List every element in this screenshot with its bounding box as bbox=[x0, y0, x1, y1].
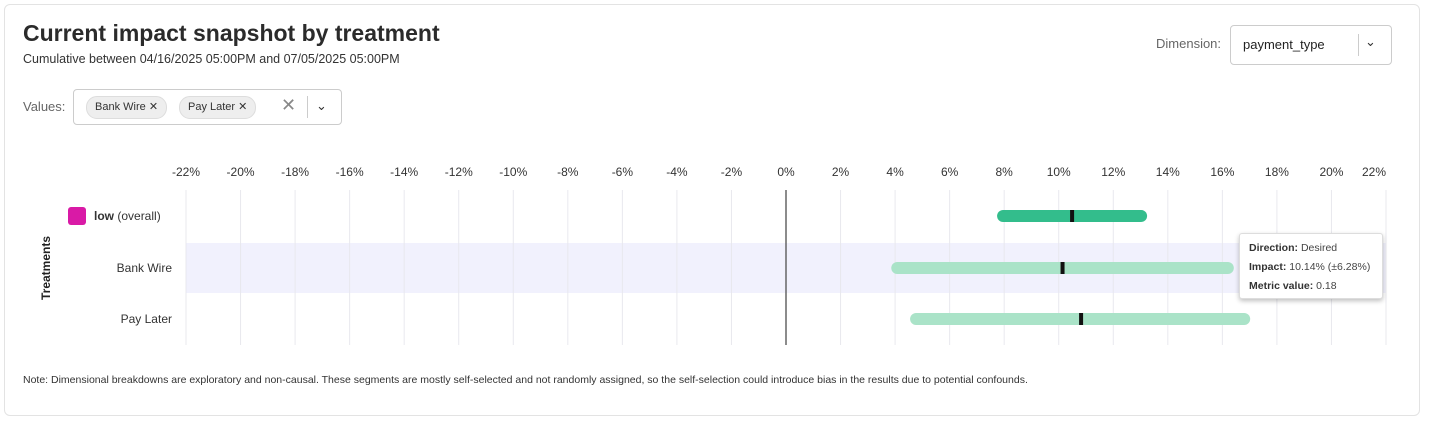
x-tick-label: 18% bbox=[1265, 165, 1289, 179]
dimension-select[interactable]: payment_type ⌄ bbox=[1230, 25, 1392, 65]
divider bbox=[307, 96, 308, 118]
chevron-down-icon[interactable]: ⌄ bbox=[1365, 34, 1376, 49]
x-tick-label: -12% bbox=[445, 165, 473, 179]
dimension-label: Dimension: bbox=[1156, 36, 1222, 51]
remove-chip-icon[interactable]: ✕ bbox=[238, 101, 248, 113]
dimension-value: payment_type bbox=[1243, 37, 1325, 52]
values-multiselect[interactable]: Bank Wire ✕ Pay Later ✕ ✕ ⌄ bbox=[73, 89, 342, 125]
x-tick-label: 6% bbox=[941, 165, 959, 179]
date-range-subtitle: Cumulative between 04/16/2025 05:00PM an… bbox=[23, 52, 400, 66]
x-tick-label: 20% bbox=[1319, 165, 1343, 179]
x-tick-label: 10% bbox=[1047, 165, 1071, 179]
divider bbox=[1358, 34, 1359, 56]
point-estimate-marker bbox=[1079, 313, 1084, 325]
x-tick-label: 4% bbox=[886, 165, 904, 179]
clear-all-icon[interactable]: ✕ bbox=[281, 95, 297, 115]
point-estimate-marker bbox=[1070, 210, 1075, 222]
point-estimate-marker bbox=[1060, 262, 1065, 274]
legend-swatch bbox=[68, 207, 86, 225]
chip-bank-wire: Bank Wire ✕ bbox=[86, 96, 168, 119]
x-tick-label: 14% bbox=[1156, 165, 1180, 179]
x-tick-label: 2% bbox=[832, 165, 850, 179]
chip-pay-later: Pay Later ✕ bbox=[179, 96, 257, 119]
x-tick-label: 16% bbox=[1210, 165, 1234, 179]
x-tick-label: -6% bbox=[612, 165, 634, 179]
disclaimer-note: Note: Dimensional breakdowns are explora… bbox=[23, 374, 1028, 386]
x-tick-label: -14% bbox=[390, 165, 418, 179]
x-tick-label: -8% bbox=[557, 165, 579, 179]
x-tick-label: 0% bbox=[777, 165, 795, 179]
row-label: low (overall) bbox=[94, 209, 161, 223]
x-tick-label: -16% bbox=[336, 165, 364, 179]
x-tick-label: 12% bbox=[1101, 165, 1125, 179]
x-tick-label: -18% bbox=[281, 165, 309, 179]
x-tick-label: -10% bbox=[499, 165, 527, 179]
values-label: Values: bbox=[23, 99, 66, 114]
x-tick-label: 8% bbox=[996, 165, 1014, 179]
row-label: Pay Later bbox=[121, 312, 172, 326]
x-tick-label: -4% bbox=[666, 165, 688, 179]
x-tick-label: -2% bbox=[721, 165, 743, 179]
page-title: Current impact snapshot by treatment bbox=[23, 20, 440, 46]
chevron-down-icon[interactable]: ⌄ bbox=[316, 98, 327, 113]
y-axis-label: Treatments bbox=[39, 236, 53, 300]
x-tick-label: 22% bbox=[1362, 165, 1386, 179]
x-tick-label: -20% bbox=[227, 165, 255, 179]
chart-card bbox=[4, 4, 1420, 416]
tooltip: Direction: Desired Impact: 10.14% (±6.28… bbox=[1239, 233, 1383, 299]
x-tick-label: -22% bbox=[172, 165, 200, 179]
remove-chip-icon[interactable]: ✕ bbox=[148, 101, 159, 113]
row-label: Bank Wire bbox=[117, 261, 173, 275]
